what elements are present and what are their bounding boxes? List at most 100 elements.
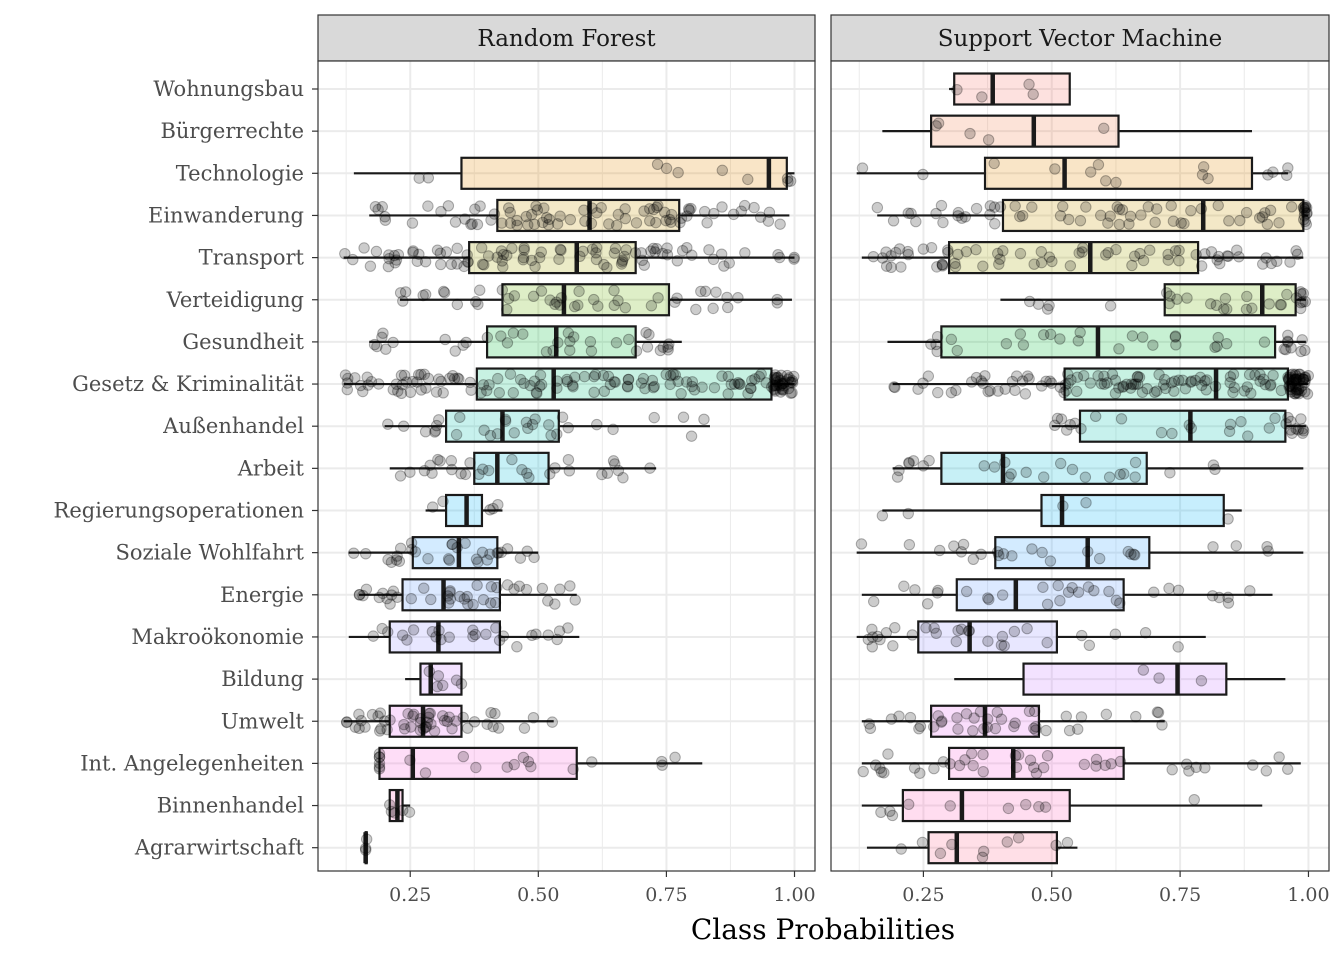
point-gesetz-und-kriminalitaet-1: [1228, 381, 1240, 394]
point-regierungsoperationen-0: [487, 502, 499, 515]
point-gesetz-und-kriminalitaet-1: [1289, 388, 1302, 400]
point-umwelt-1: [1130, 710, 1142, 723]
point-gesetz-und-kriminalitaet-1: [1045, 377, 1058, 389]
point-gesetz-und-kriminalitaet-0: [772, 371, 784, 384]
point-umwelt-1: [1030, 724, 1042, 736]
point-gesetz-und-kriminalitaet-0: [639, 382, 651, 395]
point-energie-0: [554, 583, 566, 595]
point-energie-0: [444, 593, 457, 605]
point-gesetz-und-kriminalitaet-1: [1179, 382, 1192, 395]
point-verteidigung-0: [437, 285, 450, 298]
point-int-angelegenheiten-0: [373, 761, 386, 773]
point-einwanderung-1: [1167, 215, 1180, 227]
point-aussenhandel-1: [1075, 423, 1087, 435]
point-verteidigung-0: [592, 300, 604, 312]
point-gesetz-und-kriminalitaet-0: [534, 380, 546, 393]
point-gesetz-und-kriminalitaet-1: [1295, 384, 1308, 397]
point-gesetz-und-kriminalitaet-1: [1151, 385, 1163, 397]
point-einwanderung-0: [660, 214, 672, 227]
box-gesundheit-0: [485, 325, 637, 359]
panel-frame-1: [830, 60, 1330, 872]
point-soziale-wohlfahrt-0: [492, 547, 505, 559]
point-makrooekonomie-0: [401, 634, 413, 646]
point-gesetz-und-kriminalitaet-1: [1301, 388, 1314, 400]
point-gesundheit-1: [931, 345, 943, 358]
point-umwelt-0: [340, 716, 353, 729]
point-gesetz-und-kriminalitaet-1: [1249, 369, 1261, 381]
point-energie-1: [1062, 586, 1075, 598]
point-einwanderung-1: [910, 215, 922, 228]
point-int-angelegenheiten-1: [1009, 750, 1022, 762]
point-gesetz-und-kriminalitaet-1: [932, 386, 944, 399]
point-makrooekonomie-0: [511, 641, 523, 653]
point-verteidigung-1: [1164, 290, 1176, 302]
point-transport-0: [647, 242, 660, 255]
point-wohnungsbau-1: [976, 91, 988, 103]
point-umwelt-0: [492, 722, 505, 734]
point-makrooekonomie-1: [1172, 641, 1184, 653]
point-soziale-wohlfahrt-0: [347, 547, 360, 559]
point-verteidigung-0: [394, 287, 407, 299]
point-verteidigung-0: [554, 299, 566, 311]
point-aussenhandel-1: [1269, 412, 1281, 424]
point-arbeit-0: [418, 464, 431, 477]
point-int-angelegenheiten-1: [1273, 751, 1285, 763]
point-transport-0: [462, 256, 474, 268]
point-energie-0: [360, 583, 373, 596]
point-umwelt-0: [446, 723, 458, 735]
point-gesetz-und-kriminalitaet-0: [728, 378, 741, 390]
point-aussenhandel-1: [1051, 412, 1064, 425]
point-makrooekonomie-0: [480, 628, 492, 640]
point-aussenhandel-0: [433, 414, 445, 426]
point-arbeit-0: [455, 467, 467, 480]
point-soziale-wohlfahrt-1: [993, 549, 1005, 562]
point-arbeit-1: [891, 471, 904, 483]
point-transport-1: [1214, 257, 1226, 270]
point-einwanderung-1: [1111, 201, 1123, 213]
point-einwanderung-0: [449, 216, 462, 228]
point-arbeit-1: [1038, 471, 1050, 483]
point-umwelt-1: [935, 716, 948, 728]
point-energie-1: [1163, 582, 1175, 595]
point-einwanderung-1: [1298, 201, 1310, 213]
point-transport-1: [1199, 248, 1211, 260]
point-gesetz-und-kriminalitaet-0: [776, 377, 789, 390]
point-transport-0: [718, 260, 730, 272]
point-transport-1: [993, 258, 1005, 270]
point-gesetz-und-kriminalitaet-0: [778, 377, 790, 390]
point-makrooekonomie-1: [950, 635, 962, 648]
point-gesetz-und-kriminalitaet-1: [1294, 368, 1306, 381]
point-einwanderung-0: [474, 200, 486, 212]
point-gesetz-und-kriminalitaet-0: [768, 384, 781, 396]
point-einwanderung-0: [735, 205, 748, 217]
point-einwanderung-1: [902, 207, 914, 219]
point-energie-0: [384, 598, 396, 610]
point-agrarwirtschaft-1: [977, 845, 990, 857]
point-arbeit-0: [563, 465, 576, 477]
point-transport-0: [496, 255, 508, 267]
point-einwanderung-0: [372, 203, 384, 216]
point-gesetz-und-kriminalitaet-1: [888, 381, 900, 393]
point-gesetz-und-kriminalitaet-1: [1283, 380, 1295, 393]
point-gesetz-und-kriminalitaet-1: [1078, 369, 1090, 382]
point-transport-0: [388, 249, 401, 262]
point-gesetz-und-kriminalitaet-1: [1101, 377, 1113, 389]
point-energie-0: [513, 580, 526, 592]
point-energie-0: [564, 580, 576, 592]
point-int-angelegenheiten-0: [656, 759, 668, 771]
point-gesundheit-1: [1285, 342, 1297, 354]
point-transport-1: [952, 248, 964, 261]
point-gesetz-und-kriminalitaet-0: [622, 373, 635, 386]
point-soziale-wohlfahrt-0: [360, 548, 372, 560]
point-einwanderung-1: [1298, 213, 1310, 226]
point-einwanderung-1: [1016, 209, 1029, 222]
point-umwelt-0: [414, 712, 427, 725]
point-gesetz-und-kriminalitaet-0: [782, 373, 795, 386]
point-soziale-wohlfahrt-0: [495, 546, 508, 559]
point-gesetz-und-kriminalitaet-0: [774, 374, 787, 387]
point-arbeit-1: [1114, 468, 1126, 481]
point-transport-1: [885, 261, 897, 274]
point-umwelt-1: [960, 708, 973, 720]
point-wohnungsbau-1: [1027, 88, 1039, 101]
point-gesetz-und-kriminalitaet-0: [622, 381, 634, 393]
